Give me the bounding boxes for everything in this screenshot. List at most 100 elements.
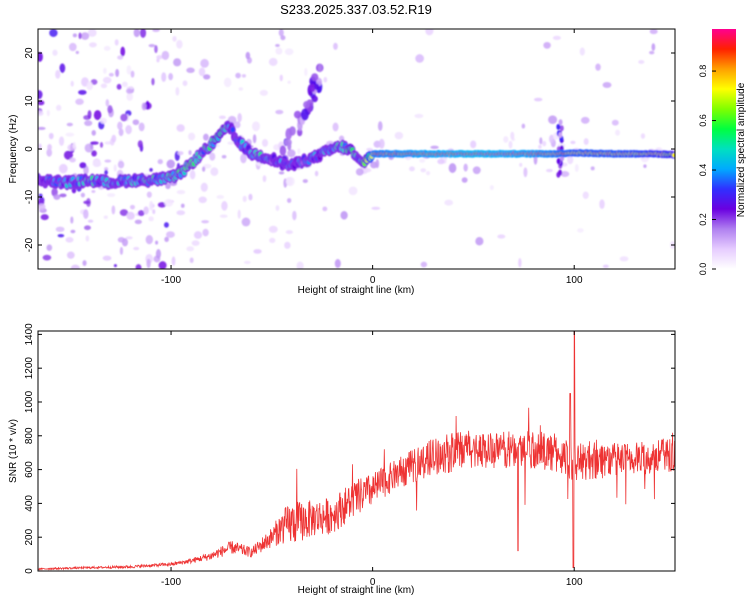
noise-cell	[582, 191, 589, 200]
noise-cell	[284, 241, 291, 249]
noise-cell	[126, 92, 133, 101]
noise-cell	[470, 140, 477, 149]
noise-cell	[119, 246, 124, 255]
noise-cell	[210, 167, 219, 176]
noise-cell	[503, 136, 509, 143]
noise-cell	[165, 183, 171, 190]
noise-cell	[87, 29, 97, 37]
noise-cell	[103, 67, 107, 74]
noise-cell	[182, 80, 188, 87]
noise-cell	[91, 130, 96, 136]
noise-cell	[560, 171, 570, 177]
noise-cell	[497, 234, 506, 239]
noise-cell	[75, 98, 84, 105]
noise-cell	[375, 159, 380, 169]
noise-cell	[200, 182, 208, 192]
noise-cell	[611, 119, 619, 126]
noise-cell	[287, 80, 291, 84]
noise-cell	[155, 249, 161, 259]
noise-cell	[165, 231, 175, 238]
noise-cell	[203, 74, 211, 80]
noise-cell	[163, 222, 169, 228]
noise-cell	[415, 54, 425, 63]
noise-cell	[240, 153, 247, 164]
noise-cell	[293, 110, 302, 119]
noise-cell	[198, 196, 207, 204]
noise-cell	[75, 50, 80, 55]
noise-cell	[134, 219, 142, 225]
noise-cell	[193, 231, 203, 239]
noise-cell	[186, 67, 195, 74]
noise-cell	[57, 234, 65, 238]
noise-cell	[104, 141, 112, 145]
noise-cell	[58, 163, 68, 174]
noise-cell	[93, 110, 102, 121]
noise-cell	[574, 164, 579, 173]
noise-cell	[311, 95, 318, 103]
noise-cell	[157, 202, 167, 208]
colorbar-tick-label: 0.2	[698, 213, 708, 226]
snr-y-tick-label: 600	[24, 461, 35, 478]
noise-cell	[126, 65, 132, 75]
noise-cell	[111, 205, 116, 215]
noise-cell	[472, 166, 481, 175]
noise-cell	[558, 169, 563, 176]
noise-cell	[176, 189, 186, 195]
noise-cell	[102, 76, 112, 84]
noise-cell	[70, 216, 74, 224]
noise-cell	[145, 235, 153, 245]
noise-cell	[216, 195, 225, 199]
noise-cell	[640, 133, 646, 139]
noise-cell	[168, 73, 174, 81]
noise-cell	[602, 82, 612, 89]
noise-cell	[130, 70, 135, 78]
noise-cell	[638, 60, 645, 64]
noise-cell	[107, 105, 113, 114]
noise-cell	[156, 58, 160, 63]
noise-cell	[583, 138, 589, 145]
noise-cell	[91, 150, 97, 157]
spectrogram-frame	[37, 28, 676, 270]
noise-cell	[52, 49, 58, 56]
noise-cell	[55, 104, 62, 111]
noise-cell	[262, 175, 267, 183]
noise-cell	[203, 133, 209, 141]
figure-title: S233.2025.337.03.52.R19	[280, 2, 432, 17]
noise-cell	[172, 35, 177, 42]
noise-cell	[279, 145, 287, 156]
snr-x-tick-label: 100	[566, 577, 583, 588]
noise-cell	[546, 168, 553, 173]
noise-cell	[248, 193, 253, 201]
noise-cell	[508, 140, 513, 149]
colorbar-tick-label: 0.4	[698, 164, 708, 177]
spectrogram-y-tick-label: -10	[24, 189, 35, 204]
colorbar-tick-label: 0.6	[698, 114, 708, 127]
noise-cell	[268, 225, 278, 233]
noise-cell	[227, 141, 234, 145]
noise-cell	[268, 57, 278, 66]
noise-cell	[53, 194, 61, 200]
noise-cell	[188, 150, 192, 156]
noise-cell	[68, 42, 77, 52]
noise-cell	[148, 43, 156, 48]
noise-cell	[152, 29, 160, 32]
noise-cell	[463, 163, 468, 172]
spectrogram-heatmap	[38, 29, 675, 269]
noise-cell	[243, 260, 251, 264]
noise-cell	[241, 217, 251, 227]
colorbar-tick-label: 0.0	[698, 263, 708, 276]
noise-cell	[599, 199, 605, 209]
noise-cell	[426, 171, 431, 176]
noise-cell	[70, 264, 80, 269]
snr-y-tick-label: 1000	[24, 390, 35, 413]
noise-cell	[91, 189, 96, 194]
noise-cell	[164, 199, 174, 207]
noise-cell	[559, 125, 564, 132]
noise-cell	[133, 29, 140, 38]
noise-cell	[87, 219, 94, 223]
spectrogram-y-tick-label: 20	[24, 47, 35, 59]
ridge-cell	[671, 152, 675, 158]
ridge-cell	[230, 126, 235, 133]
noise-cell	[78, 89, 87, 95]
noise-cell	[126, 211, 135, 220]
